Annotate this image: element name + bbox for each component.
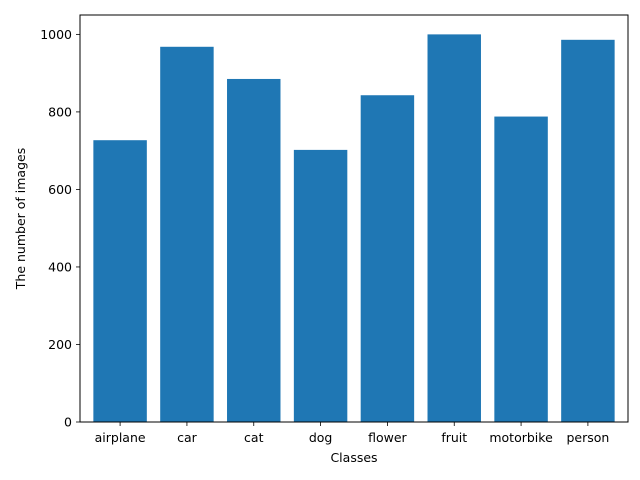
y-tick-label: 1000 <box>40 27 72 42</box>
x-tick-label: motorbike <box>489 430 553 445</box>
bar-airplane <box>93 140 147 422</box>
x-tick-label: fruit <box>441 430 467 445</box>
y-tick-label: 0 <box>64 415 72 430</box>
y-tick-label: 200 <box>48 337 72 352</box>
x-axis-label: Classes <box>330 450 377 465</box>
y-axis-ticks: 0 200 400 600 800 1000 <box>40 27 80 430</box>
bar-person <box>561 39 615 422</box>
y-tick-label: 600 <box>48 182 72 197</box>
bar-fruit <box>427 34 481 422</box>
x-tick-label: car <box>177 430 198 445</box>
bar-cat <box>227 78 281 422</box>
x-tick-label: flower <box>368 430 407 445</box>
x-tick-label: airplane <box>95 430 146 445</box>
y-tick-label: 800 <box>48 104 72 119</box>
bars-group <box>93 34 615 423</box>
y-tick-label: 400 <box>48 259 72 274</box>
y-axis-label: The number of images <box>13 148 28 290</box>
bar-flower <box>360 95 415 422</box>
bar-car <box>160 46 214 423</box>
x-tick-label: dog <box>309 430 333 445</box>
x-tick-label: cat <box>244 430 264 445</box>
bar-motorbike <box>494 116 548 423</box>
x-axis-ticks: airplane car cat dog flower fruit motorbike per… <box>95 422 609 445</box>
plot-frame <box>79 14 629 423</box>
x-tick-label: person <box>566 430 609 445</box>
bar-dog <box>293 149 348 423</box>
